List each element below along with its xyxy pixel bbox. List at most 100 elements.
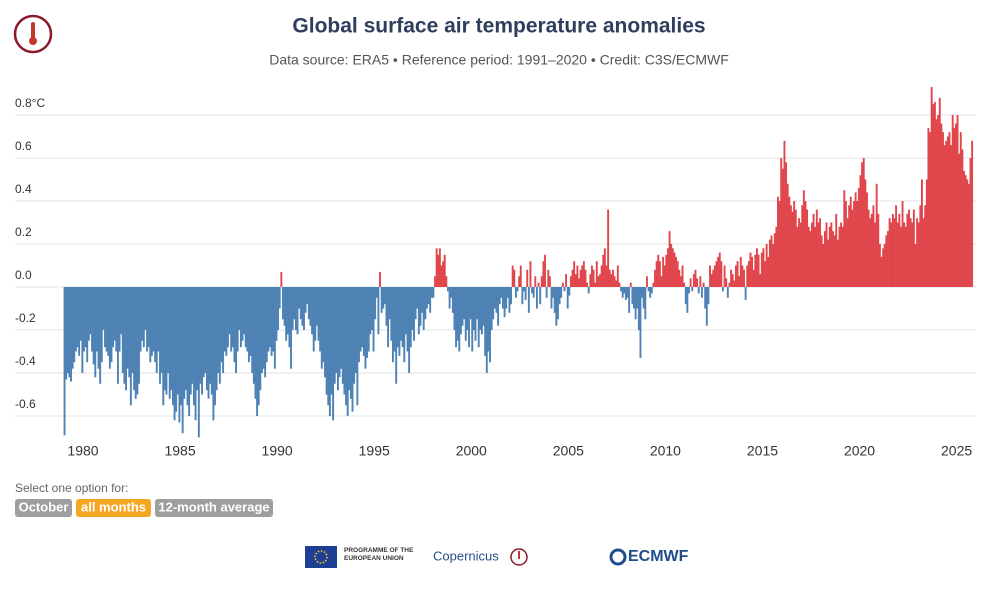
bar	[348, 287, 351, 391]
bar	[624, 287, 627, 300]
eu-text: PROGRAMME OF THE EUROPEAN UNION	[344, 547, 414, 562]
bar	[244, 287, 247, 348]
bar	[479, 287, 482, 330]
bar	[464, 287, 467, 341]
bar	[859, 175, 862, 287]
bar	[136, 287, 139, 395]
bar	[557, 287, 559, 320]
bar	[513, 269, 516, 287]
bar	[832, 231, 834, 287]
bar	[844, 201, 847, 287]
bar	[794, 209, 797, 287]
bar	[256, 287, 259, 416]
bar	[971, 140, 974, 287]
bar	[917, 222, 920, 287]
bar	[867, 209, 870, 287]
bar	[171, 287, 174, 406]
bar	[636, 287, 639, 309]
bar	[956, 115, 959, 287]
bar	[633, 287, 635, 309]
bar	[260, 287, 263, 373]
bar	[746, 265, 749, 287]
bar	[920, 179, 923, 287]
bar	[456, 287, 459, 341]
x-tick-label: 2015	[747, 443, 778, 459]
bar	[704, 287, 707, 309]
bar	[118, 287, 121, 352]
bar	[225, 287, 228, 356]
bar	[510, 287, 513, 305]
bar	[542, 261, 545, 287]
bar	[765, 244, 768, 287]
bar	[938, 97, 941, 287]
bar	[547, 269, 550, 287]
bar	[87, 287, 90, 341]
bar	[434, 276, 436, 287]
bar	[92, 287, 95, 365]
bar	[942, 132, 944, 287]
bar	[772, 244, 775, 287]
bar	[817, 222, 820, 287]
c3s-small-logo	[510, 548, 528, 566]
bar	[451, 287, 454, 313]
bar	[201, 287, 204, 395]
x-tick-label: 1995	[359, 443, 390, 459]
bar	[445, 276, 448, 287]
bar	[652, 282, 655, 287]
bar	[349, 287, 352, 399]
bar	[927, 127, 930, 288]
bar	[413, 287, 415, 341]
bar	[574, 274, 577, 287]
bar	[181, 287, 184, 434]
bar	[393, 287, 396, 352]
bar	[319, 287, 322, 352]
bar	[828, 226, 831, 287]
bar	[281, 287, 284, 320]
option-12-month[interactable]: 12-month average	[155, 499, 273, 517]
bar	[154, 287, 157, 363]
bar	[432, 287, 435, 298]
bar	[846, 218, 849, 287]
bar	[552, 287, 555, 298]
bar	[79, 287, 82, 341]
bar	[383, 287, 386, 305]
bar	[720, 261, 723, 287]
bar	[493, 287, 496, 309]
copernicus-logo: Copernicus	[433, 548, 499, 563]
bar	[239, 287, 242, 348]
bar	[226, 287, 229, 348]
bar	[628, 287, 631, 313]
bar	[908, 209, 910, 287]
option-october[interactable]: October	[15, 499, 72, 517]
bar	[372, 287, 375, 352]
bar	[581, 265, 584, 287]
bar	[529, 261, 532, 287]
bar	[744, 287, 747, 300]
bar	[639, 287, 642, 358]
bar	[777, 196, 779, 287]
option-all-months[interactable]: all months	[76, 499, 151, 517]
bar	[375, 287, 378, 298]
bar	[421, 287, 424, 313]
bar	[728, 282, 731, 287]
bar	[929, 132, 932, 287]
bar	[568, 287, 571, 296]
bar	[356, 287, 359, 406]
c3s-logo	[13, 14, 53, 54]
bar	[417, 287, 420, 335]
bar	[768, 239, 771, 287]
bar	[642, 287, 645, 309]
bar	[273, 287, 276, 369]
bar	[814, 226, 817, 287]
bar	[667, 248, 669, 287]
bar	[747, 261, 750, 287]
bar	[872, 205, 875, 287]
bar	[662, 256, 665, 287]
bar	[468, 287, 470, 348]
bar	[100, 287, 103, 363]
bar	[68, 287, 71, 378]
bar	[553, 287, 556, 313]
bar	[104, 287, 106, 348]
bar	[911, 222, 914, 287]
